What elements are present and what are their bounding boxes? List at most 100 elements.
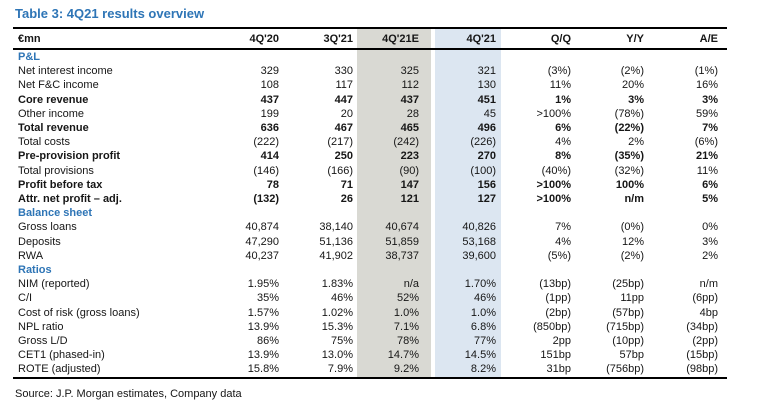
cell: 78 xyxy=(266,178,279,191)
cell: 7% xyxy=(555,221,571,234)
cell: n/m xyxy=(624,193,644,206)
cell: 11pp xyxy=(620,292,644,305)
cell: 465 xyxy=(353,121,431,136)
cell: 13.9% xyxy=(247,349,279,362)
cell xyxy=(501,263,571,277)
cell: 1.02% xyxy=(321,306,353,319)
row-label: Total revenue xyxy=(18,122,89,135)
cell: 130 xyxy=(431,78,501,93)
cell: n/m xyxy=(699,278,718,291)
cell: 117 xyxy=(335,79,353,92)
cell: 13.0% xyxy=(321,349,353,362)
cell: 45 xyxy=(431,106,501,122)
cell: 112 xyxy=(353,78,431,93)
cell: 57bp xyxy=(619,349,644,362)
cell: 53,168 xyxy=(431,234,501,249)
cell: 7.1% xyxy=(353,319,431,335)
cell: 14.7% xyxy=(353,348,431,363)
table-row: Net F&C income 108 117 112 130 11% 20% 16% xyxy=(13,78,727,93)
cell: 6.8% xyxy=(431,319,501,335)
cell: (166) xyxy=(327,164,353,177)
cell: 9.2% xyxy=(353,362,431,379)
cell xyxy=(431,206,501,221)
cell: 127 xyxy=(431,192,501,207)
cell xyxy=(644,263,727,277)
cell: (3%) xyxy=(547,65,571,78)
section-row: Ratios xyxy=(13,263,727,278)
cell xyxy=(431,263,501,278)
cell: 3% xyxy=(628,93,644,106)
table-header: €mn 4Q'20 3Q'21 4Q'21E 4Q'21 Q/Q Y/Y A/E xyxy=(13,27,727,50)
cell: (78%) xyxy=(614,107,644,120)
cell: 467 xyxy=(334,122,353,135)
cell: (25bp) xyxy=(612,278,644,291)
cell: 199 xyxy=(260,107,279,120)
cell: 46% xyxy=(330,292,353,305)
cell: 71 xyxy=(340,178,353,191)
cell xyxy=(353,206,431,221)
cell: (2%) xyxy=(620,249,644,262)
cell: (2bp) xyxy=(545,306,571,319)
cell: 12% xyxy=(621,235,644,248)
cell: >100% xyxy=(536,107,571,120)
cell: 86% xyxy=(256,335,279,348)
table-row: Total revenue 636 467 465 496 6% (22%) 7% xyxy=(13,121,727,136)
cell: (146) xyxy=(253,164,279,177)
column-header: Q/Q xyxy=(501,27,571,50)
cell: (2pp) xyxy=(692,335,718,348)
section-row: P&L xyxy=(13,49,727,65)
section-header: P&L xyxy=(18,51,40,63)
cell: 437 xyxy=(260,93,279,106)
cell xyxy=(353,49,431,65)
cell: (6%) xyxy=(694,136,718,149)
table-row: Net interest income 329 330 325 321 (3%) (2%) (… xyxy=(13,64,727,79)
cell: 147 xyxy=(353,177,431,193)
cell: (57bp) xyxy=(612,306,644,319)
cell: 1.0% xyxy=(431,305,501,320)
cell: 51,859 xyxy=(353,234,431,249)
column-header: Y/Y xyxy=(571,27,644,50)
cell: 77% xyxy=(431,334,501,349)
table-row: Total costs (222) (217) (242) (226) 4% 2% (6%) xyxy=(13,135,727,150)
section-header: Balance sheet xyxy=(18,207,92,220)
cell: (22%) xyxy=(614,122,644,135)
cell xyxy=(501,206,571,220)
cell: (715bp) xyxy=(606,320,644,333)
row-label: Net F&C income xyxy=(18,79,99,92)
cell: (226) xyxy=(431,135,501,150)
cell: 41,902 xyxy=(319,249,353,262)
cell: 108 xyxy=(260,79,279,92)
cell: 437 xyxy=(353,92,431,107)
cell: 325 xyxy=(353,64,431,79)
cell: 21% xyxy=(695,150,718,163)
cell: 1.83% xyxy=(321,278,353,291)
cell: 52% xyxy=(353,291,431,306)
table-row: ROTE (adjusted) 15.8% 7.9% 9.2% 8.2% 31bp (756… xyxy=(13,362,727,379)
cell: 496 xyxy=(431,121,501,136)
table-row: NIM (reported) 1.95% 1.83% n/a 1.70% (13bp) (2… xyxy=(13,277,727,292)
row-label: Total provisions xyxy=(18,164,94,177)
table-row: Gross L/D 86% 75% 78% 77% 2pp (10pp) (2pp) xyxy=(13,334,727,349)
cell: 11% xyxy=(696,164,718,177)
row-label: NIM (reported) xyxy=(18,278,90,291)
cell: 7.9% xyxy=(279,362,353,379)
table-row: Core revenue 437 447 437 451 1% 3% 3% xyxy=(13,92,727,107)
cell: 414 xyxy=(260,150,279,163)
cell: (1%) xyxy=(694,65,718,78)
cell xyxy=(501,49,571,64)
source-note: Source: J.P. Morgan estimates, Company d… xyxy=(15,387,242,400)
cell: (100) xyxy=(431,163,501,178)
cell: 20% xyxy=(621,79,644,92)
row-label: Pre-provision profit xyxy=(18,150,121,163)
cell: 40,826 xyxy=(431,220,501,235)
cell: 59% xyxy=(695,107,718,120)
cell: (90) xyxy=(353,163,431,178)
row-label: Total costs xyxy=(18,136,70,149)
table-row: CET1 (phased-in) 13.9% 13.0% 14.7% 14.5% 151b… xyxy=(13,348,727,363)
cell: 4% xyxy=(555,235,571,248)
cell xyxy=(279,263,353,277)
cell xyxy=(279,49,353,64)
row-label: Other income xyxy=(18,107,85,120)
cell: 47,290 xyxy=(245,235,279,248)
cell: 16% xyxy=(695,79,718,92)
